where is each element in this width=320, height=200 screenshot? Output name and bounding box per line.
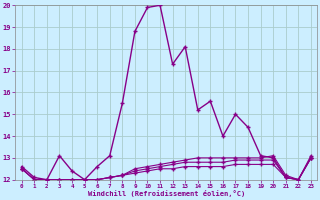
- X-axis label: Windchill (Refroidissement éolien,°C): Windchill (Refroidissement éolien,°C): [88, 190, 245, 197]
